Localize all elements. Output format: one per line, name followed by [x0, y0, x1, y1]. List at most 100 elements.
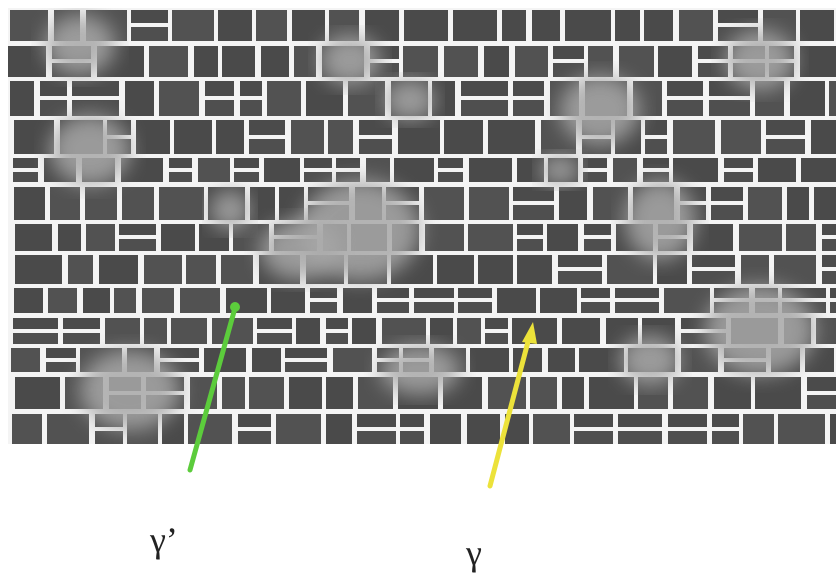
precipitate: [99, 255, 138, 284]
precipitate: [588, 46, 613, 77]
precipitate: [48, 288, 77, 313]
precipitate: [398, 120, 440, 154]
precipitate: [249, 120, 285, 135]
precipitate: [161, 224, 195, 251]
precipitate: [786, 224, 816, 251]
micrograph-figure: γ’ γ: [0, 0, 836, 577]
precipitate: [205, 100, 234, 116]
precipitate: [618, 431, 662, 444]
precipitate: [830, 414, 836, 444]
precipitate: [430, 318, 453, 344]
matrix-region: [385, 80, 435, 120]
precipitate: [234, 172, 259, 182]
precipitate: [711, 205, 743, 220]
precipitate: [709, 100, 750, 116]
precipitate: [131, 10, 168, 23]
precipitate: [584, 239, 611, 251]
precipitate: [366, 158, 390, 182]
precipitate: [558, 271, 602, 284]
precipitate: [485, 333, 508, 344]
matrix-region: [80, 350, 180, 430]
precipitate: [11, 348, 40, 372]
precipitate: [114, 288, 136, 313]
precipitate: [218, 10, 252, 41]
precipitate: [579, 348, 624, 372]
precipitate: [250, 187, 275, 220]
precipitate: [403, 46, 438, 77]
precipitate: [377, 288, 409, 298]
precipitate: [172, 10, 214, 41]
precipitate: [453, 10, 497, 41]
matrix-region: [320, 35, 380, 85]
precipitate: [425, 224, 464, 251]
precipitate: [68, 255, 93, 284]
precipitate: [800, 10, 834, 41]
precipitate: [174, 120, 212, 154]
precipitate: [478, 255, 513, 284]
precipitate: [774, 255, 816, 284]
precipitate: [458, 302, 492, 313]
precipitate: [304, 172, 332, 182]
precipitate: [105, 318, 140, 344]
precipitate: [530, 377, 557, 409]
precipitate: [188, 414, 232, 444]
precipitate: [357, 431, 396, 444]
precipitate: [724, 158, 753, 168]
precipitate: [469, 187, 509, 220]
precipitate: [778, 414, 825, 444]
precipitate: [240, 100, 262, 116]
matrix-region: [560, 75, 640, 145]
precipitate: [645, 120, 667, 135]
precipitate: [291, 120, 324, 154]
precipitate: [438, 158, 463, 168]
precipitate: [72, 81, 119, 96]
precipitate: [515, 46, 548, 77]
precipitate: [517, 158, 544, 182]
precipitate: [822, 271, 836, 284]
precipitate: [668, 431, 707, 444]
precipitate: [194, 46, 218, 77]
precipitate: [13, 333, 58, 344]
precipitate: [285, 348, 327, 358]
precipitate: [811, 120, 836, 154]
precipitate: [467, 414, 500, 444]
precipitate: [593, 187, 628, 220]
precipitate: [58, 224, 81, 251]
precipitate: [615, 10, 640, 41]
precipitate: [698, 63, 728, 77]
precipitate: [615, 288, 659, 298]
precipitate: [667, 100, 703, 116]
precipitate: [256, 10, 287, 41]
precipitate: [238, 414, 271, 427]
precipitate: [748, 187, 782, 220]
precipitate: [63, 318, 100, 329]
precipitate: [469, 158, 512, 182]
precipitate: [15, 224, 52, 251]
precipitate: [714, 377, 751, 409]
precipitate: [664, 288, 710, 313]
precipitate: [63, 333, 100, 344]
precipitate: [615, 302, 659, 313]
precipitate: [574, 414, 613, 427]
precipitate: [548, 348, 575, 372]
precipitate: [8, 46, 46, 77]
precipitate: [404, 10, 448, 41]
precipitate: [822, 255, 836, 267]
precipitate: [169, 158, 192, 168]
precipitate: [40, 81, 67, 96]
precipitate: [513, 187, 554, 201]
precipitate: [160, 348, 199, 358]
precipitate: [12, 414, 42, 444]
precipitate: [131, 27, 168, 41]
precipitate: [822, 239, 836, 251]
precipitate: [257, 333, 292, 344]
precipitate: [814, 187, 836, 220]
precipitate: [136, 120, 170, 154]
precipitate: [50, 187, 80, 220]
precipitate: [513, 100, 544, 116]
precipitate: [438, 172, 463, 182]
precipitate: [159, 81, 199, 116]
precipitate: [658, 46, 692, 77]
precipitate: [46, 362, 76, 372]
matrix-region: [705, 285, 815, 375]
